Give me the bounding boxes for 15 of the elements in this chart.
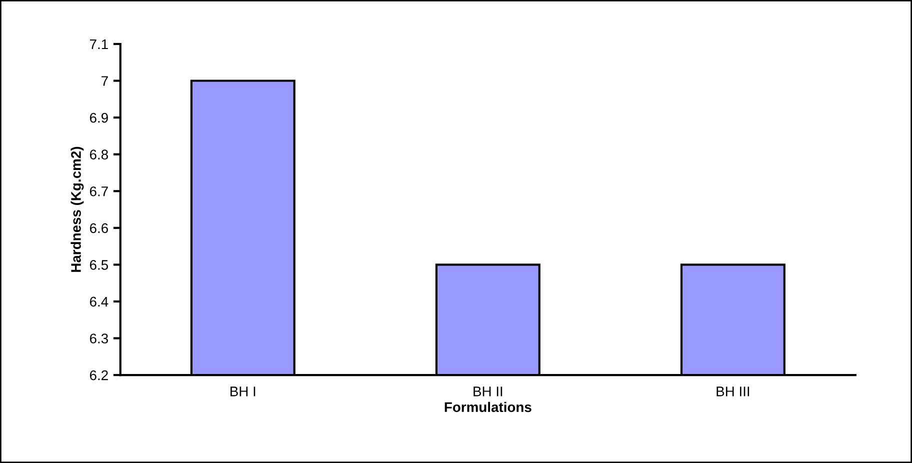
x-tick-label: BH III (716, 386, 750, 396)
y-tick-label: 6.7 (90, 186, 108, 196)
x-tick-label: BH I (230, 386, 256, 396)
x-axis-title: Formulations (444, 402, 532, 412)
y-tick-label: 7 (102, 76, 108, 86)
y-tick-label: 6.4 (90, 296, 108, 307)
y-tick-label: 6.8 (90, 150, 108, 160)
y-tick-label: 6.5 (90, 260, 108, 270)
y-axis-title: Hardness (Kg.cm2) (70, 146, 84, 272)
y-tick-label: 6.9 (90, 112, 108, 123)
y-tick-label: 6.2 (90, 370, 108, 380)
x-tick-label: BH II (474, 386, 502, 396)
y-tick-label: 7.1 (90, 39, 108, 50)
y-tick-label: 6.6 (90, 223, 108, 234)
y-tick-label: 6.3 (90, 334, 108, 344)
